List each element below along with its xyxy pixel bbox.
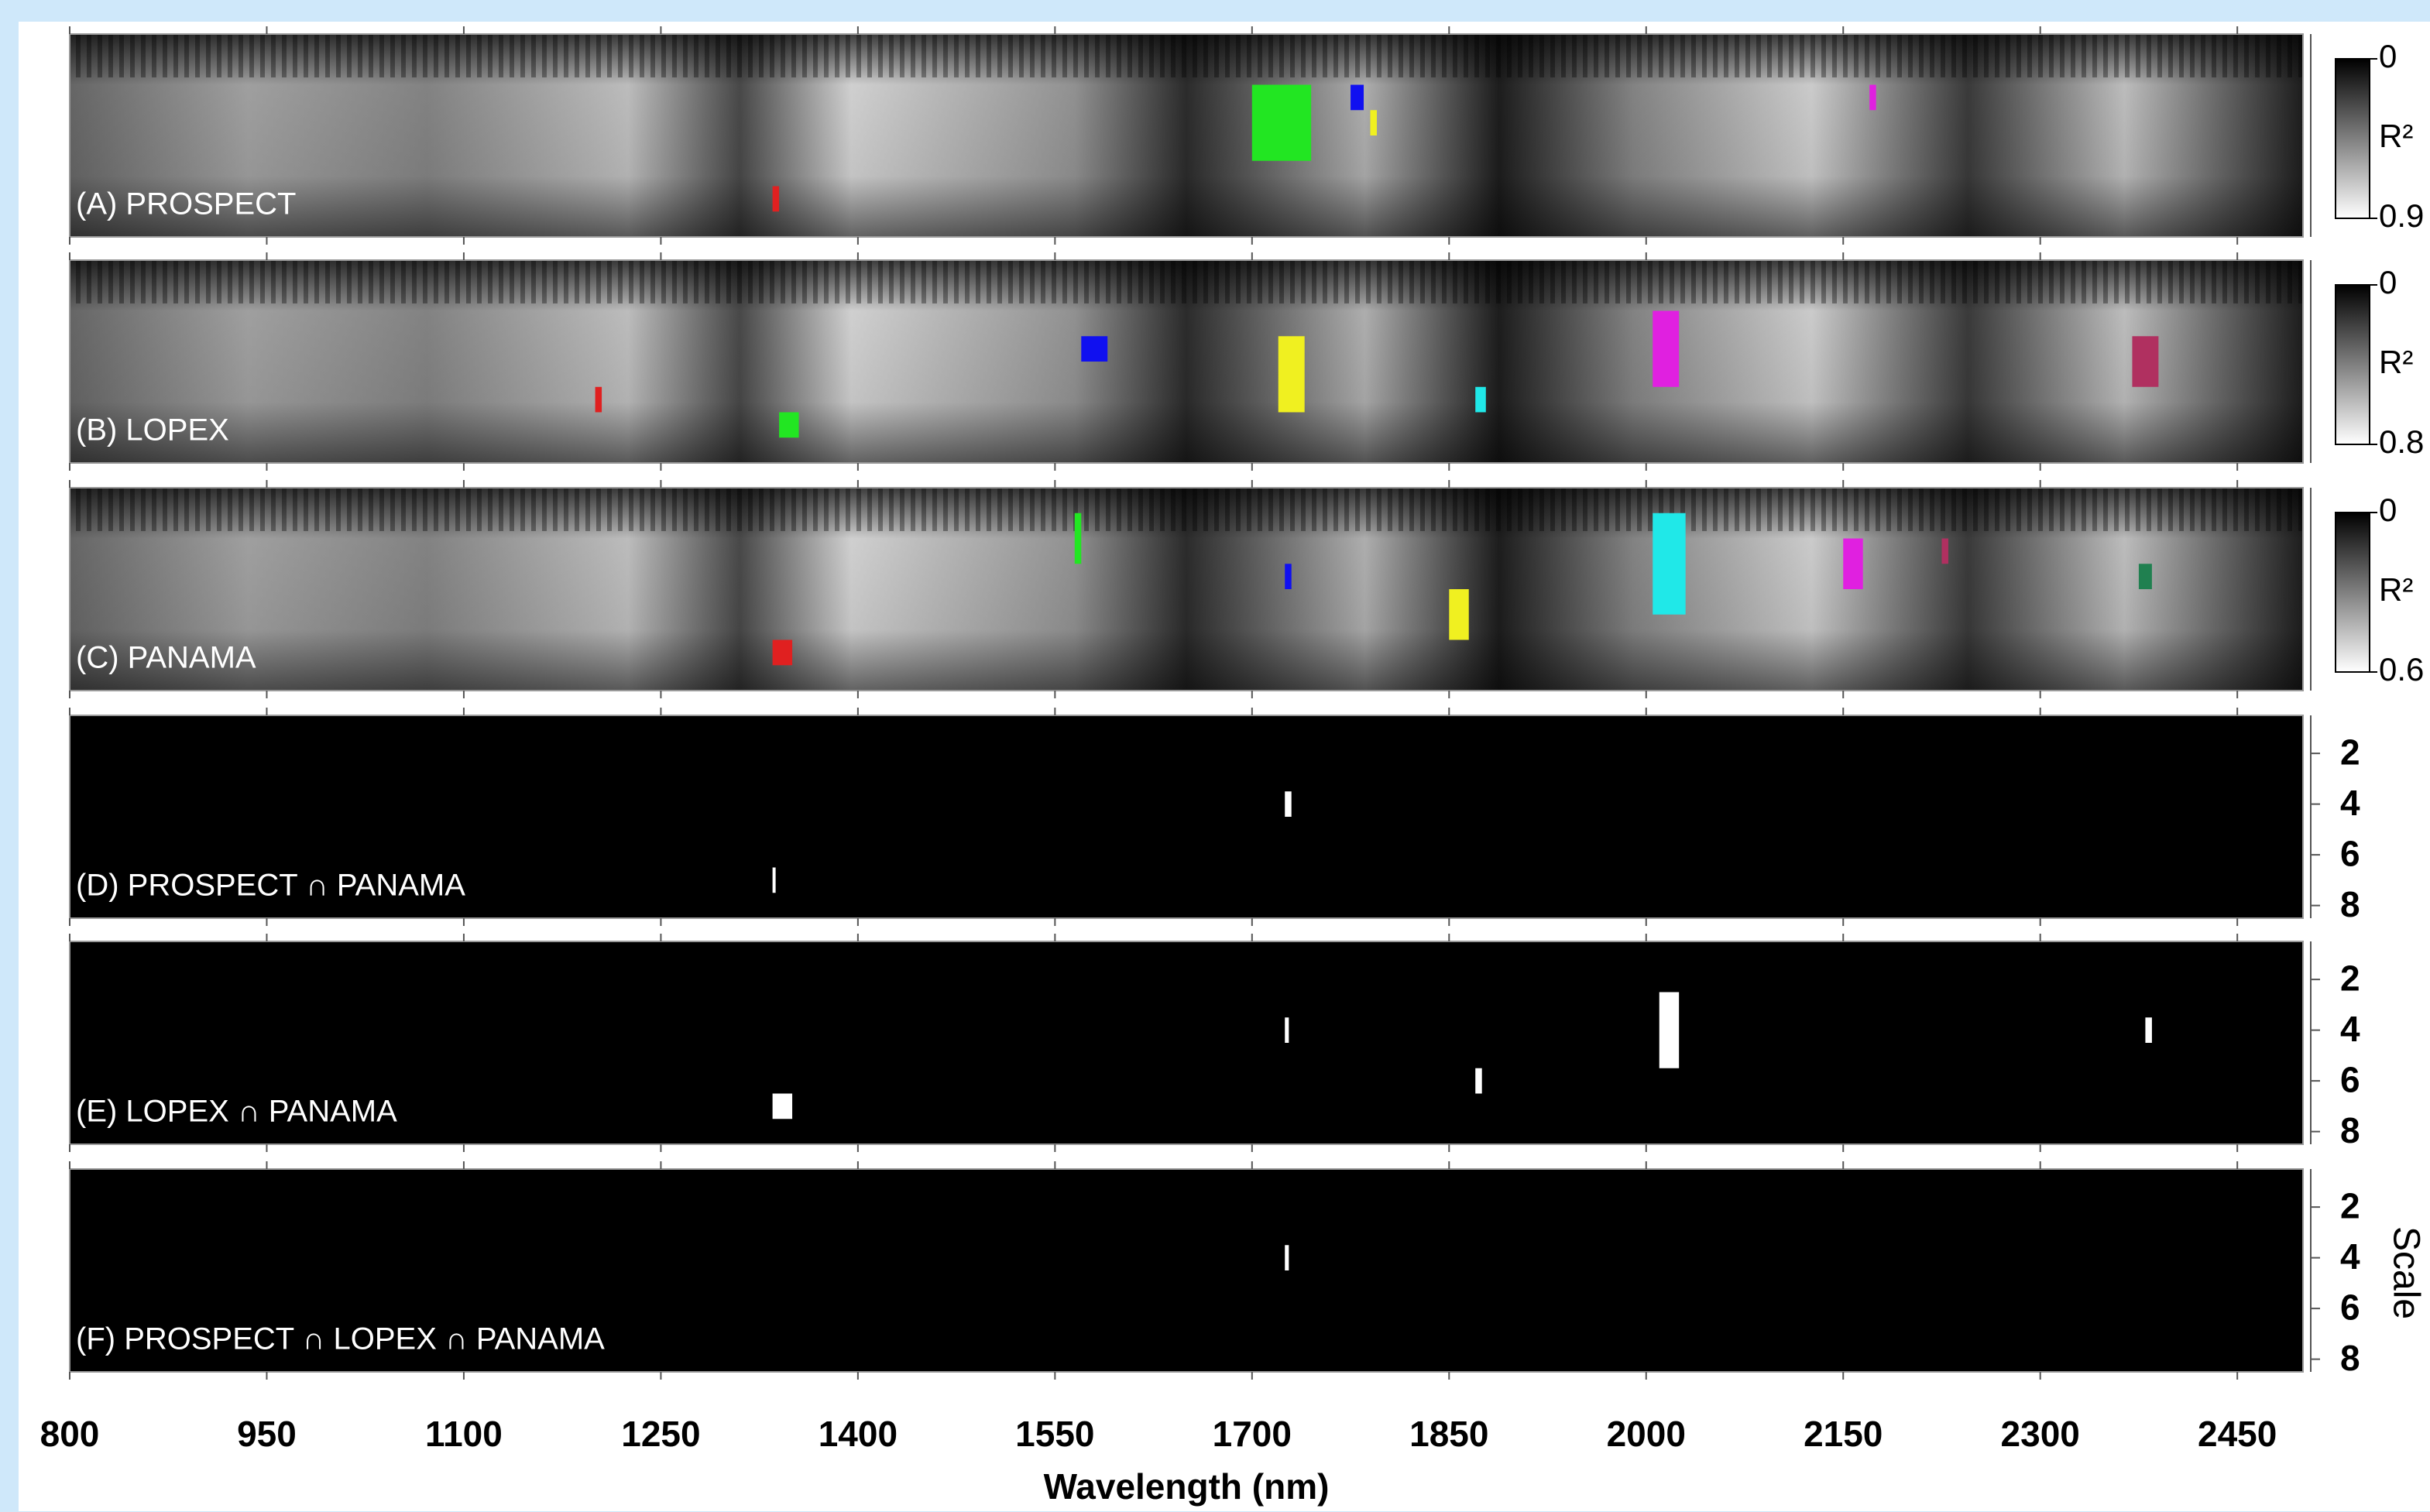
x-tick-label: 1100 [425,1414,503,1454]
feature [2132,336,2159,387]
heatmap-stripes [70,34,2303,77]
x-tick-label: 800 [40,1414,100,1454]
feature [1941,538,1948,564]
y-tick-label: 8 [2340,1110,2360,1150]
feature [772,186,780,212]
feature [1285,1017,1289,1043]
x-tick-label: 2000 [1607,1414,1686,1454]
mask-bg [70,1169,2303,1372]
feature [1285,1245,1289,1270]
colorbar-tick-label: 0.9 [2379,197,2424,234]
feature [595,386,602,413]
feature [1285,564,1292,589]
colorbar-label: R² [2379,571,2413,608]
y-tick-label: 6 [2340,1287,2360,1327]
heatmap-stripes [70,488,2303,531]
feature [1449,589,1469,640]
feature [1278,336,1305,413]
feature [779,412,799,438]
x-tick-label: 2300 [2001,1414,2080,1454]
panel-frame [69,941,2304,1145]
colorbar-tick-label: 0.6 [2379,651,2424,687]
feature [772,639,793,666]
feature [1251,84,1312,161]
feature [1653,513,1686,615]
y-tick-label: 6 [2340,1059,2360,1099]
y-tick-label: 8 [2340,1338,2360,1378]
x-tick-label: 1550 [1015,1414,1094,1454]
heatmap-stripes [70,260,2303,303]
feature [1475,1068,1482,1094]
feature [1074,513,1082,564]
panel-label: (F) PROSPECT ∩ LOPEX ∩ PANAMA [76,1322,605,1356]
mask-bg [70,941,2303,1144]
y-tick-label: 2 [2340,958,2360,998]
colorbar-label: R² [2379,344,2413,380]
y-tick-label: 4 [2340,783,2360,823]
colorbar-tick-label: 0.8 [2379,423,2424,460]
x-tick-label: 2150 [1804,1414,1883,1454]
panel-label: (C) PANAMA [76,641,256,675]
panel-label: (E) LOPEX ∩ PANAMA [76,1095,397,1129]
feature [2145,1017,2152,1043]
feature [1285,791,1292,817]
y-tick-label: 2 [2340,1185,2360,1226]
x-axis-title: Wavelength (nm) [1044,1466,1330,1507]
y-tick-label: 6 [2340,833,2360,873]
x-tick-label: 2450 [2198,1414,2277,1454]
panel-label: (D) PROSPECT ∩ PANAMA [76,869,465,903]
colorbar-tick-label: 0 [2379,492,2397,528]
y-tick-label: 8 [2340,884,2360,924]
panel-label: (A) PROSPECT [76,187,296,221]
panel-label: (B) LOPEX [76,413,229,447]
y-tick-label: 4 [2340,1236,2360,1277]
colorbar-tick-label: 0 [2379,264,2397,300]
feature [772,1093,793,1119]
feature [1475,386,1486,413]
y-tick-label: 4 [2340,1009,2360,1049]
feature [1869,84,1876,111]
y-tick-label: 2 [2340,732,2360,772]
panel-frame [69,259,2304,464]
colorbar [2335,512,2370,673]
x-tick-label: 1700 [1213,1414,1292,1454]
panels: (A) PROSPECT 0 0.9 R² (B) LOPEX 0 0.8 R² (C) PAN… [40,26,2426,1507]
feature [772,867,776,893]
x-tick-label: 950 [237,1414,297,1454]
y-axis-title: Scale [2385,1226,2426,1319]
feature [1351,84,1364,111]
panel-frame [69,33,2304,238]
panel-frame [69,487,2304,691]
feature [1653,310,1680,387]
colorbar-tick-label: 0 [2379,38,2397,74]
feature [2138,564,2152,589]
panel-frame [69,1168,2304,1373]
mask-bg [70,715,2303,918]
feature [1843,538,1863,589]
panel-frame [69,715,2304,919]
colorbar-label: R² [2379,118,2413,154]
feature [1659,992,1680,1068]
colorbar [2335,284,2370,445]
colorbar [2335,58,2370,219]
feature [1370,110,1377,135]
x-tick-label: 1250 [621,1414,700,1454]
feature [1081,336,1108,362]
x-tick-label: 1400 [819,1414,898,1454]
x-tick-label: 1850 [1409,1414,1488,1454]
